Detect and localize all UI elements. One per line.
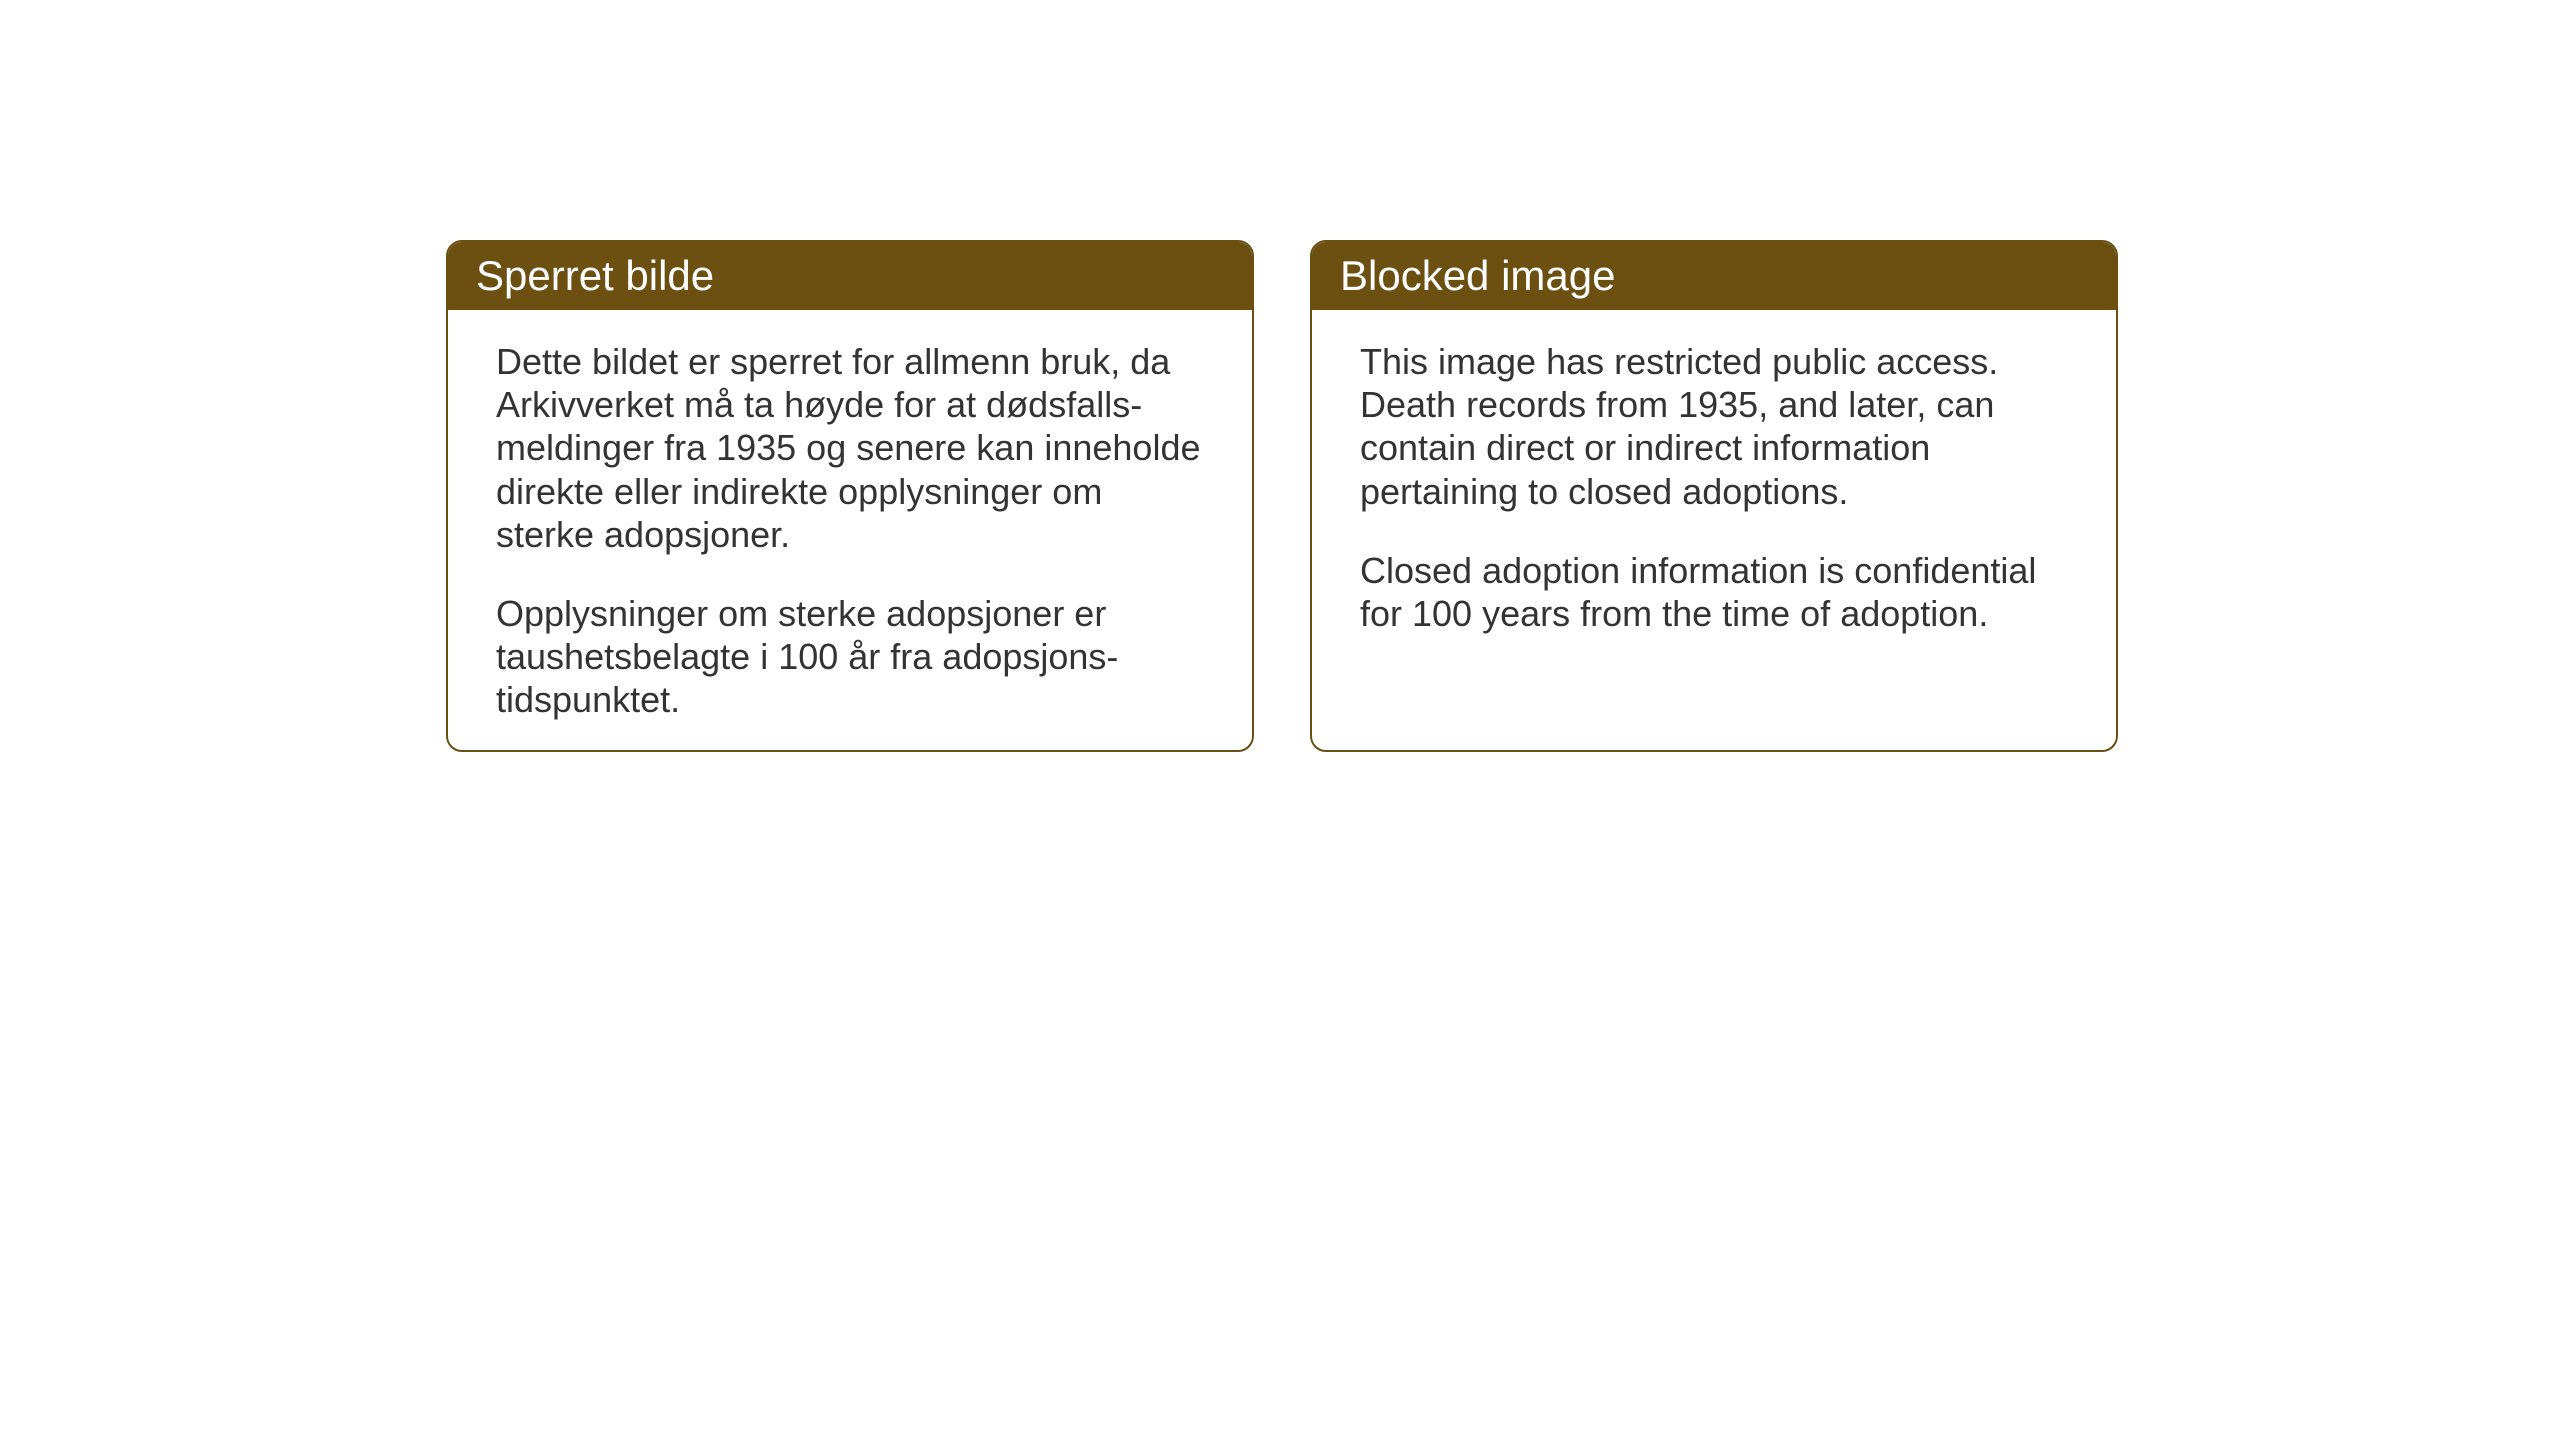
card-body-norwegian: Dette bildet er sperret for allmenn bruk… bbox=[448, 310, 1252, 752]
notice-card-english: Blocked image This image has restricted … bbox=[1310, 240, 2118, 752]
notice-cards-container: Sperret bilde Dette bildet er sperret fo… bbox=[446, 240, 2118, 752]
card-paragraph-2-norwegian: Opplysninger om sterke adopsjoner er tau… bbox=[496, 592, 1204, 722]
card-title-norwegian: Sperret bilde bbox=[476, 252, 714, 299]
card-header-norwegian: Sperret bilde bbox=[448, 242, 1252, 310]
card-paragraph-1-norwegian: Dette bildet er sperret for allmenn bruk… bbox=[496, 340, 1204, 556]
card-header-english: Blocked image bbox=[1312, 242, 2116, 310]
card-paragraph-2-english: Closed adoption information is confident… bbox=[1360, 549, 2068, 635]
card-title-english: Blocked image bbox=[1340, 252, 1615, 299]
card-body-english: This image has restricted public access.… bbox=[1312, 310, 2116, 675]
card-paragraph-1-english: This image has restricted public access.… bbox=[1360, 340, 2068, 513]
notice-card-norwegian: Sperret bilde Dette bildet er sperret fo… bbox=[446, 240, 1254, 752]
